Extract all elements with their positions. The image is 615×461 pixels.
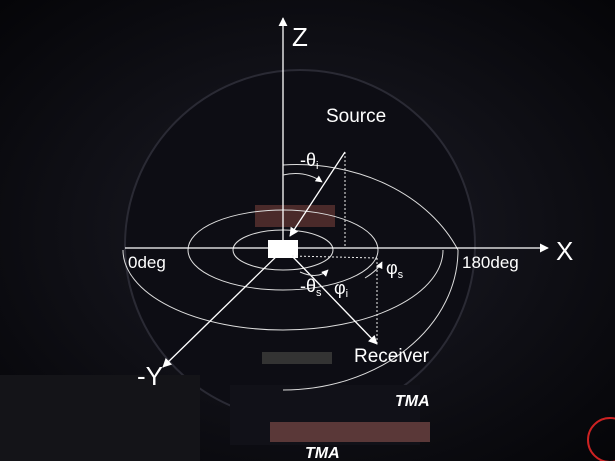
stage [255,205,335,227]
subscript: i [346,288,348,300]
rail [262,352,332,364]
subscript: i [316,160,318,172]
y-label: -Y [137,361,163,391]
x-end-label: 180deg [462,253,519,272]
symbol: φ [386,258,398,278]
goniometer-disk [124,69,476,421]
y-axis [162,249,284,368]
symbol: φ [334,278,346,298]
symbol: -θ [300,150,316,170]
logo: TMA [395,393,430,410]
z-label: Z [292,22,308,52]
source-ray [289,151,346,237]
x-start-label: 0deg [128,253,166,272]
base-plate [270,422,430,442]
receiver-ray [291,255,378,345]
theta-s-arc [299,269,329,277]
theta-s-label: -θs [300,276,322,299]
receiver-label: Receiver [354,346,430,367]
logo: TMA [305,445,340,461]
theta-i-label: -θi [300,150,318,172]
arc [282,164,459,391]
phi-s-label: φs [386,258,404,281]
subscript: s [316,287,322,299]
phi-i-label: φi [334,278,348,300]
subscript: s [398,269,404,281]
theta-i-arc [282,173,323,183]
source-label: Source [326,106,386,127]
x-label: X [556,236,573,266]
arc [122,249,444,331]
symbol: -θ [300,276,316,296]
phi-s-arc [364,261,383,279]
table-left [0,375,200,461]
red-cable [587,417,615,461]
